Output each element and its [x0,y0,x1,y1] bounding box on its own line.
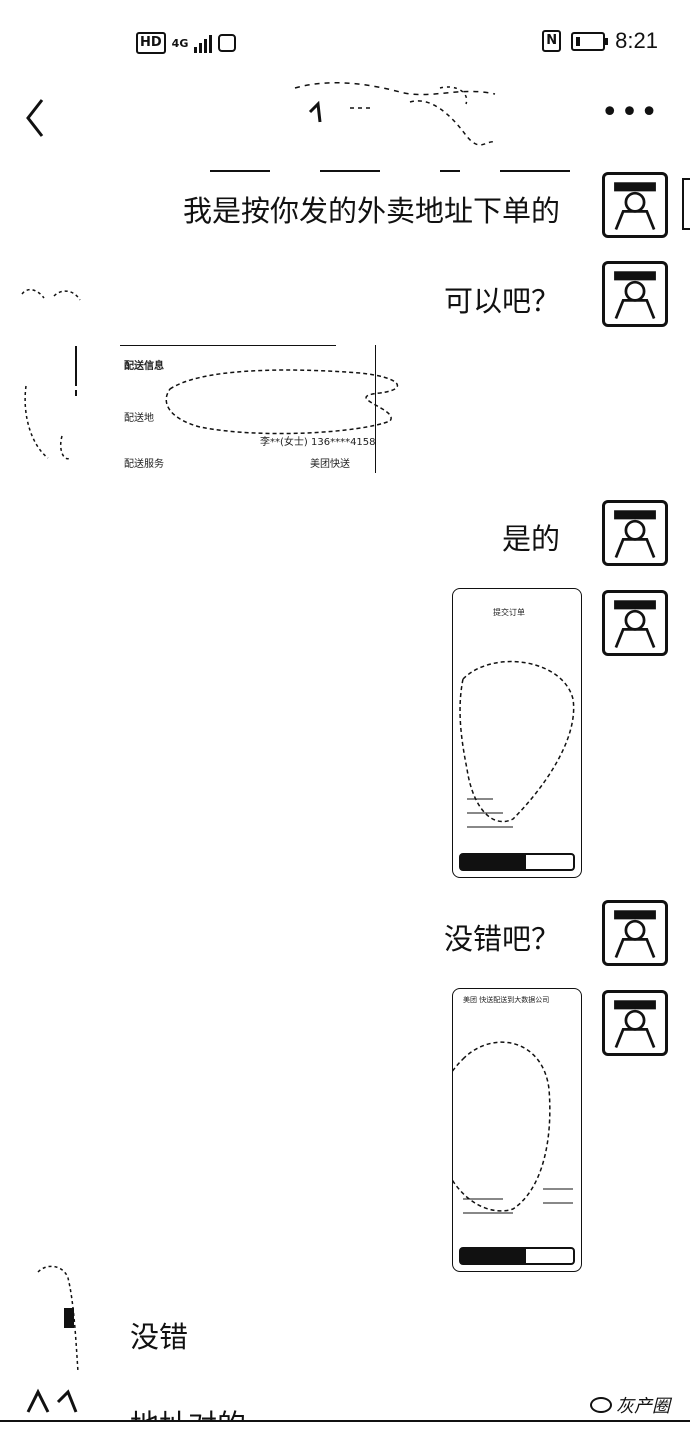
chat-header: ••• [0,82,690,148]
pay-bar [459,853,575,871]
delivery-service-value: 美团快送 [310,459,350,470]
message-bubble[interactable]: 是的 [502,516,560,558]
pay-bar [459,1247,575,1265]
signal-icon [194,33,213,53]
clock-time: 8:21 [615,28,658,53]
order-screenshot[interactable]: 美团 快送配送到大数据公司 [452,988,582,1272]
delivery-info-title: 配送信息 [124,361,164,372]
redaction-scribble [453,1041,573,1214]
redaction-scribble [165,369,399,435]
message-bubble[interactable]: 地址对的 [130,1402,246,1422]
redacted-contact-name [294,82,496,146]
message-text: 地址对的 [130,1408,246,1422]
avatar[interactable] [602,172,668,238]
avatar[interactable] [602,590,668,656]
location-icon [218,34,237,52]
order-screenshot[interactable]: 提交订单 [452,588,582,878]
scroll-indicator [682,178,690,230]
battery-icon [571,31,609,51]
redacted-avatar [26,1265,79,1413]
delivery-address-label: 配送地 [124,413,154,424]
network-label: 4G [171,36,189,50]
screenshot-header: 提交订单 [493,608,525,617]
message-bubble[interactable]: 可以吧？ [444,278,560,320]
watermark: 灰产圈 [590,1392,670,1418]
message-bubble[interactable]: 没错吧？ [444,916,560,958]
redacted-avatar [21,288,81,460]
message-text: 我是按你发的外卖地址下单的 [182,194,560,228]
delivery-service-label: 配送服务 [124,459,164,470]
message-text: 没错吧？ [443,922,560,956]
message-text: 可以吧？ [443,284,560,318]
avatar[interactable] [602,261,668,327]
avatar[interactable] [602,990,668,1056]
divider [0,1420,690,1422]
nfc-icon: N [542,30,562,52]
delivery-info-image[interactable]: 配送信息 配送地 李**(女士) 136****4158 配送服务 美团快送 [120,345,399,473]
hd-badge: HD [136,32,166,54]
chevron-left-icon[interactable] [22,94,62,142]
message-text: 没错 [130,1320,189,1354]
avatar[interactable] [602,500,668,566]
divider [210,170,570,172]
redaction-scribble [459,660,575,828]
recipient-info: 李**(女士) 136****4158 [260,437,376,448]
avatar[interactable] [602,900,668,966]
more-icon[interactable]: ••• [600,95,660,130]
wechat-icon [590,1397,612,1413]
message-bubble[interactable]: 没错 [130,1314,188,1356]
message-bubble[interactable]: 我是按你发的外卖地址下单的 [183,188,560,230]
message-text: 是的 [501,522,560,556]
screenshot-header: 美团 快送配送到大数据公司 [463,996,550,1004]
status-bar: HD 4G N 8:21 [0,0,690,88]
watermark-text: 灰产圈 [616,1396,670,1417]
